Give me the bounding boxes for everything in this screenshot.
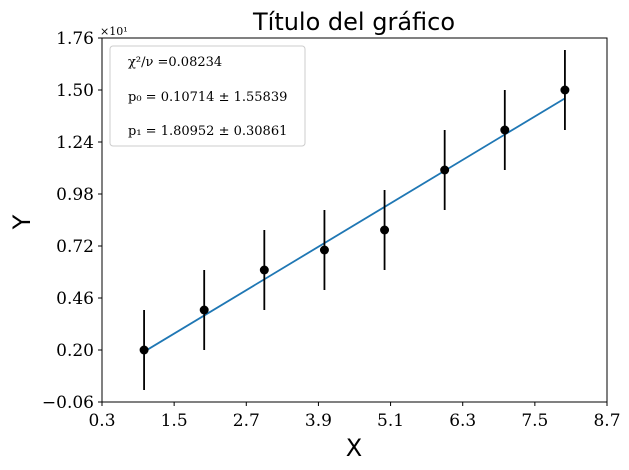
x-tick-label: 0.3 — [88, 411, 115, 431]
data-point — [560, 85, 570, 95]
x-axis-label: X — [346, 434, 362, 462]
data-point — [500, 125, 510, 135]
y-tick-label: 0.98 — [56, 185, 94, 205]
y-axis-multiplier: ×10¹ — [100, 25, 128, 38]
data-point — [259, 265, 269, 275]
y-axis-label: Y — [8, 214, 36, 230]
data-point — [440, 165, 450, 175]
x-tick-label: 8.7 — [593, 411, 620, 431]
legend: χ²/ν =0.08234 p₀ = 0.10714 ± 1.55839 p₁ … — [109, 45, 306, 147]
x-tick-label: 1.5 — [161, 411, 188, 431]
data-point — [380, 225, 390, 235]
fit-line — [143, 97, 566, 353]
x-tick-label: 6.3 — [449, 411, 476, 431]
plot-area: 0.3 1.5 2.7 3.9 5.1 6.3 7.5 8.7 −0.06 0.20 0.46 0.7… — [42, 29, 621, 431]
y-tick-label: 0.46 — [56, 289, 94, 309]
y-tick-label: 0.20 — [56, 341, 94, 361]
y-tick-label: 0.72 — [56, 237, 94, 257]
x-tick-label: 7.5 — [521, 411, 548, 431]
legend-entry-p0: p₀ = 0.10714 ± 1.55839 — [128, 90, 287, 105]
legend-box — [109, 45, 306, 147]
plot-frame — [101, 37, 608, 403]
y-tick-label: −0.06 — [42, 393, 94, 413]
data-point — [319, 245, 329, 255]
x-tick-label: 2.7 — [233, 411, 260, 431]
legend-entry-chi2: χ²/ν =0.08234 — [128, 55, 222, 70]
y-tick-label: 1.50 — [56, 81, 94, 101]
y-tick-label: 1.76 — [56, 29, 94, 49]
y-tick-label: 1.24 — [56, 133, 94, 153]
legend-entry-p1: p₁ = 1.80952 ± 0.30861 — [128, 124, 287, 139]
x-tick-label: 3.9 — [305, 411, 332, 431]
data-point — [199, 305, 209, 315]
data-point — [139, 345, 149, 355]
x-tick-label: 5.1 — [377, 411, 404, 431]
chart-title: Título del gráfico — [252, 8, 455, 36]
